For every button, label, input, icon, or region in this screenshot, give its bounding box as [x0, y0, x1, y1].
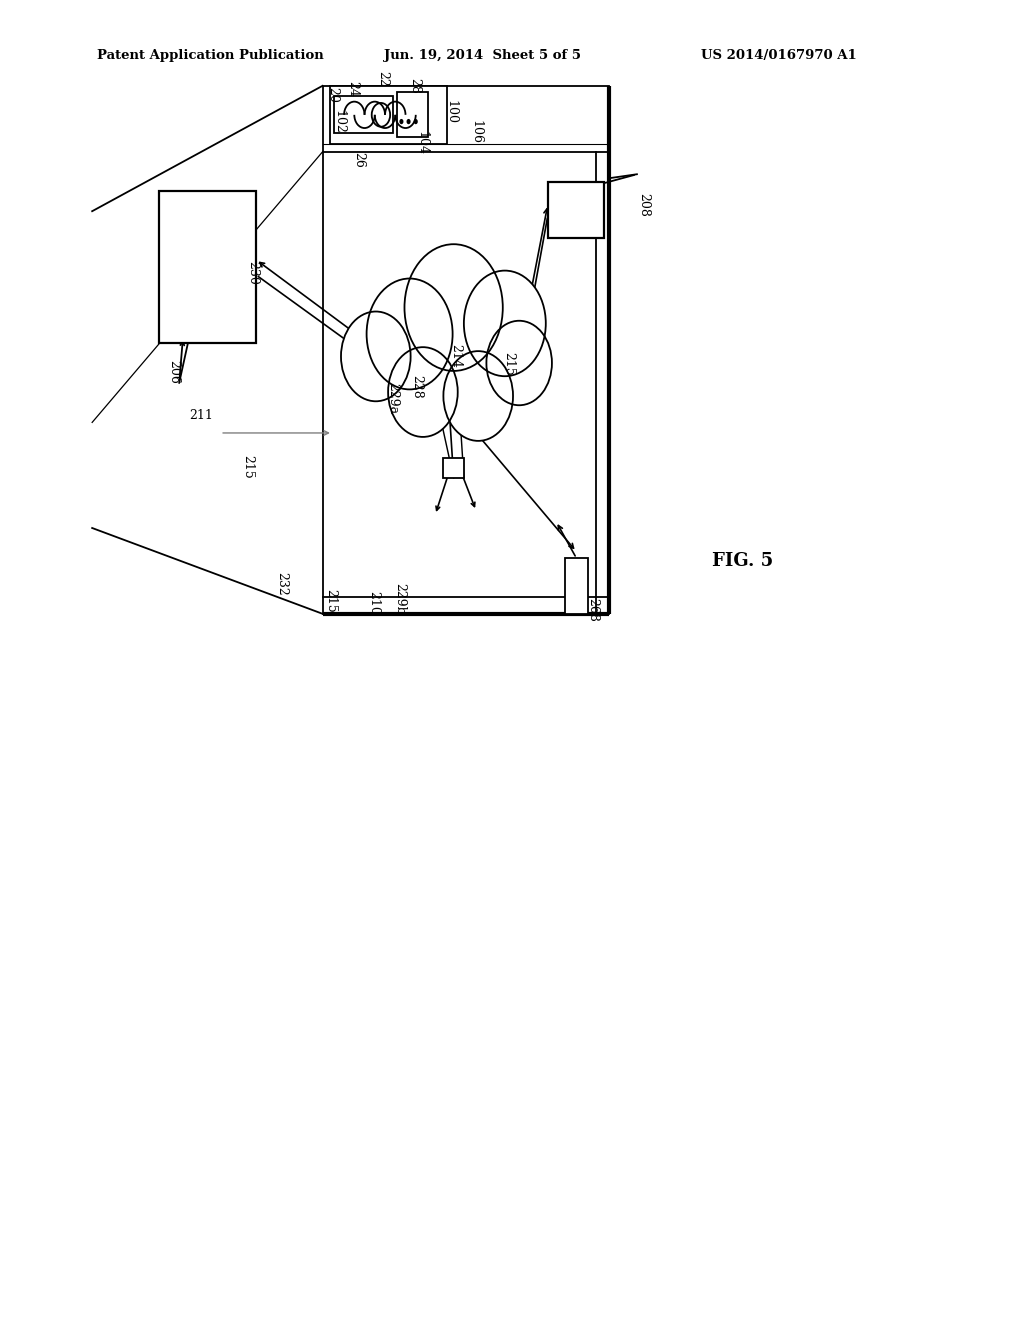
Circle shape [486, 321, 552, 405]
Circle shape [404, 244, 503, 371]
Text: 229b: 229b [393, 583, 406, 615]
Text: 215: 215 [325, 589, 337, 612]
Text: 102: 102 [333, 110, 345, 133]
Text: 22: 22 [377, 71, 389, 87]
Text: 232: 232 [275, 572, 288, 595]
Text: Jun. 19, 2014  Sheet 5 of 5: Jun. 19, 2014 Sheet 5 of 5 [384, 49, 581, 62]
Bar [565, 558, 588, 614]
Text: 215: 215 [503, 352, 515, 376]
Text: 268: 268 [587, 598, 599, 622]
Circle shape [341, 312, 411, 401]
Circle shape [464, 271, 546, 376]
Text: FIG. 5: FIG. 5 [712, 552, 773, 570]
Circle shape [367, 279, 453, 389]
Bar [397, 92, 428, 137]
Text: 100: 100 [444, 100, 457, 124]
Bar [330, 86, 447, 144]
Bar [323, 86, 609, 614]
Text: 206: 206 [168, 360, 180, 384]
Bar [443, 458, 464, 478]
Text: 230: 230 [247, 261, 259, 285]
Text: 106: 106 [470, 120, 482, 144]
Text: 104: 104 [416, 131, 428, 154]
Text: US 2014/0167970 A1: US 2014/0167970 A1 [701, 49, 857, 62]
Text: 214: 214 [450, 345, 462, 368]
Text: 228: 228 [411, 375, 423, 399]
Text: 215: 215 [242, 455, 254, 479]
Text: 208: 208 [638, 193, 650, 216]
Text: 211: 211 [188, 409, 213, 422]
Bar [159, 191, 256, 343]
Circle shape [407, 119, 411, 124]
Circle shape [399, 119, 403, 124]
Bar [548, 182, 604, 238]
Bar [334, 96, 393, 133]
Text: 20: 20 [327, 87, 339, 103]
Circle shape [388, 347, 458, 437]
Text: 24: 24 [346, 81, 358, 96]
Circle shape [414, 119, 418, 124]
Text: 28: 28 [409, 78, 421, 94]
Polygon shape [389, 277, 502, 422]
Text: 210: 210 [368, 591, 380, 615]
Text: Patent Application Publication: Patent Application Publication [97, 49, 324, 62]
Circle shape [443, 351, 513, 441]
Text: 229a: 229a [386, 383, 398, 414]
Text: 26: 26 [352, 152, 365, 168]
